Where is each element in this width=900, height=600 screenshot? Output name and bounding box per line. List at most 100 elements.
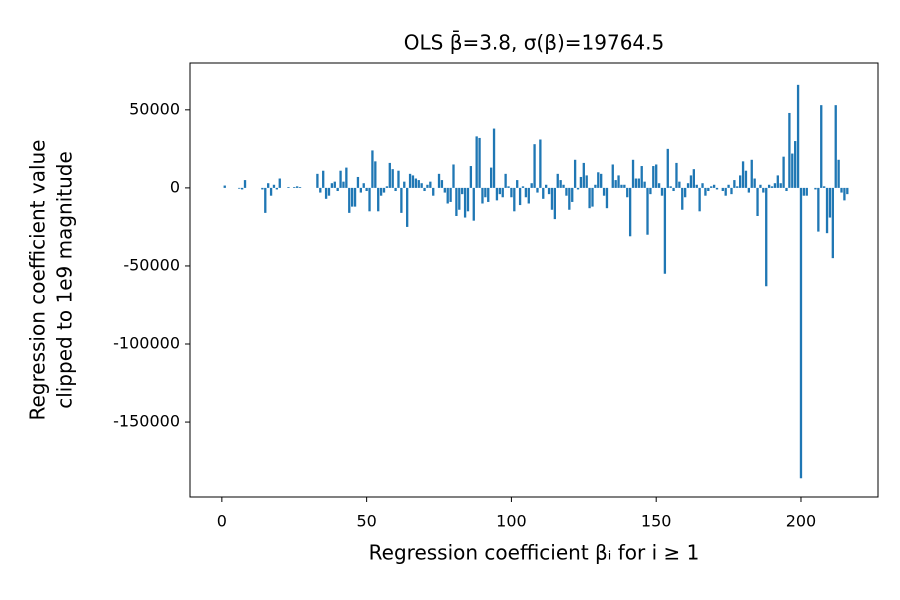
- bar: [646, 187, 649, 235]
- bar: [243, 180, 247, 188]
- bar: [579, 176, 583, 188]
- y-axis-label: clipped to 1e9 magnitude: [53, 151, 77, 409]
- bar: [733, 180, 736, 188]
- bar: [342, 181, 345, 188]
- bar: [739, 175, 742, 188]
- bar: [672, 187, 675, 192]
- bar: [264, 187, 267, 213]
- bar: [817, 187, 820, 232]
- bar: [559, 180, 562, 188]
- bar: [820, 105, 823, 188]
- bar: [701, 183, 704, 188]
- bar: [573, 159, 577, 188]
- bar: [516, 180, 519, 188]
- bar: [631, 159, 635, 188]
- bar: [565, 187, 568, 196]
- plot-frame: [189, 62, 879, 498]
- bar: [710, 186, 713, 188]
- bar: [605, 187, 609, 209]
- bar: [339, 170, 342, 188]
- bar: [530, 183, 533, 188]
- bar: [521, 186, 525, 188]
- bar: [721, 187, 724, 192]
- bar: [345, 167, 348, 188]
- bar: [513, 187, 516, 212]
- bar: [420, 183, 423, 188]
- bar: [770, 186, 774, 188]
- bar: [547, 187, 551, 195]
- bar: [750, 159, 753, 188]
- bar: [614, 180, 617, 188]
- bar: [562, 184, 565, 188]
- bar: [368, 187, 371, 212]
- bar: [423, 187, 426, 192]
- bar: [223, 185, 226, 188]
- bar: [623, 184, 626, 188]
- bar: [628, 187, 632, 237]
- bar: [794, 141, 797, 188]
- bar: [689, 175, 693, 188]
- bar: [799, 187, 803, 479]
- bar: [550, 187, 554, 210]
- bar: [469, 166, 473, 188]
- bar: [501, 187, 504, 198]
- bar: [316, 173, 319, 188]
- bar: [533, 144, 536, 188]
- bar: [365, 187, 368, 192]
- bar: [663, 187, 667, 274]
- bar: [730, 187, 733, 195]
- x-axis-label: Regression coefficient βᵢ for i ≥ 1: [369, 541, 700, 565]
- bar: [765, 187, 768, 287]
- bar: [350, 187, 354, 207]
- bar: [744, 170, 748, 188]
- bar: [805, 187, 808, 196]
- bar: [782, 156, 785, 188]
- bar: [437, 173, 441, 188]
- bar: [510, 187, 513, 198]
- bar: [443, 187, 446, 193]
- bar: [649, 187, 652, 195]
- bar: [293, 187, 296, 188]
- bar: [406, 187, 409, 227]
- bar: [660, 187, 664, 196]
- bar: [831, 187, 834, 259]
- y-axis-label: Regression coefficient value: [26, 140, 50, 421]
- bar: [686, 183, 690, 188]
- bar: [275, 187, 279, 190]
- bar: [727, 184, 730, 188]
- bar: [466, 187, 470, 212]
- bar: [553, 187, 557, 220]
- x-tick-label: 200: [786, 512, 817, 531]
- bar: [602, 187, 606, 196]
- bar: [374, 161, 377, 188]
- bar: [634, 178, 638, 188]
- bar: [712, 184, 716, 188]
- bar: [330, 183, 334, 188]
- bar: [484, 187, 487, 198]
- bar: [348, 187, 351, 213]
- bar: [287, 187, 290, 188]
- bar: [643, 181, 646, 188]
- x-tick-label: 0: [217, 512, 227, 531]
- bar: [657, 183, 661, 188]
- bar: [576, 187, 580, 190]
- bar: [489, 167, 493, 188]
- x-tick-label: 50: [356, 512, 376, 531]
- bar: [359, 187, 362, 193]
- bar: [678, 181, 681, 188]
- bar: [385, 186, 389, 188]
- bar: [756, 187, 759, 216]
- bar: [736, 186, 739, 188]
- bar: [698, 187, 701, 212]
- bar: [753, 178, 756, 188]
- bar: [492, 128, 496, 188]
- bar: [802, 187, 806, 196]
- bar: [675, 162, 678, 188]
- bar: [611, 164, 614, 188]
- bar: [481, 187, 484, 204]
- bar: [458, 187, 461, 210]
- bar: [527, 187, 530, 204]
- bar: [640, 166, 643, 188]
- bar: [411, 175, 415, 188]
